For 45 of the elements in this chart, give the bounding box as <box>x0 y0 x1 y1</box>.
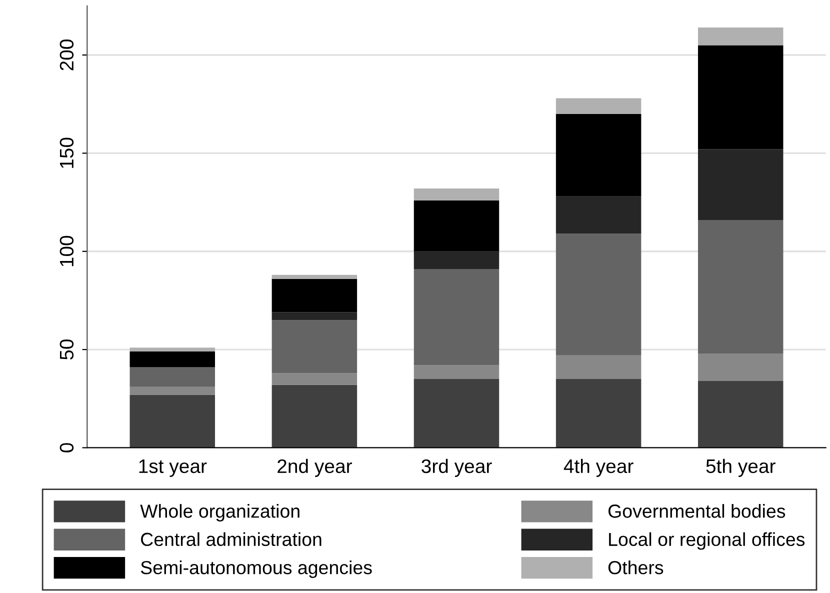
bar <box>414 378 500 448</box>
bar <box>130 367 215 387</box>
bar <box>130 348 215 352</box>
bar <box>272 312 358 320</box>
bar <box>272 320 358 374</box>
bar <box>698 353 784 381</box>
y-tick-label: 200 <box>60 40 74 70</box>
x-tick-label: 5th year <box>706 458 776 477</box>
y-tick-label: 50 <box>60 339 74 360</box>
bar <box>556 355 642 379</box>
bar <box>414 269 500 366</box>
legend-label: Local or regional offices <box>609 532 805 550</box>
bar <box>556 196 642 234</box>
x-tick-label: 4th year <box>564 458 634 477</box>
bar <box>698 220 784 354</box>
bar <box>272 373 358 385</box>
bar <box>698 28 784 46</box>
y-tick-label: 0 <box>60 443 74 452</box>
bar <box>272 274 358 279</box>
bar <box>130 386 215 395</box>
legend-label: Governmental bodies <box>608 504 786 518</box>
bar <box>130 352 215 368</box>
bar <box>556 98 642 114</box>
bar <box>556 234 642 356</box>
bar <box>130 394 215 448</box>
bar <box>414 365 500 379</box>
legend-label: Whole organization <box>140 504 300 522</box>
bar <box>414 200 500 252</box>
bar <box>414 251 500 270</box>
bar <box>556 114 642 196</box>
bar <box>414 188 500 200</box>
x-tick-label: 1st year <box>139 460 207 477</box>
bar <box>272 384 358 448</box>
x-tick-label: 3rd year <box>422 458 492 477</box>
bar <box>556 378 642 448</box>
legend-label: Central administration <box>141 532 322 546</box>
bar <box>698 380 784 448</box>
legend-label: Semi-autonomous agencies <box>140 560 372 578</box>
bar <box>698 45 784 150</box>
y-tick-label: 150 <box>60 138 74 168</box>
bar <box>698 149 784 220</box>
bar <box>272 278 358 312</box>
x-tick-label: 2nd year <box>278 458 352 477</box>
y-tick-label: 100 <box>60 236 74 266</box>
legend-label: Others <box>608 560 664 574</box>
